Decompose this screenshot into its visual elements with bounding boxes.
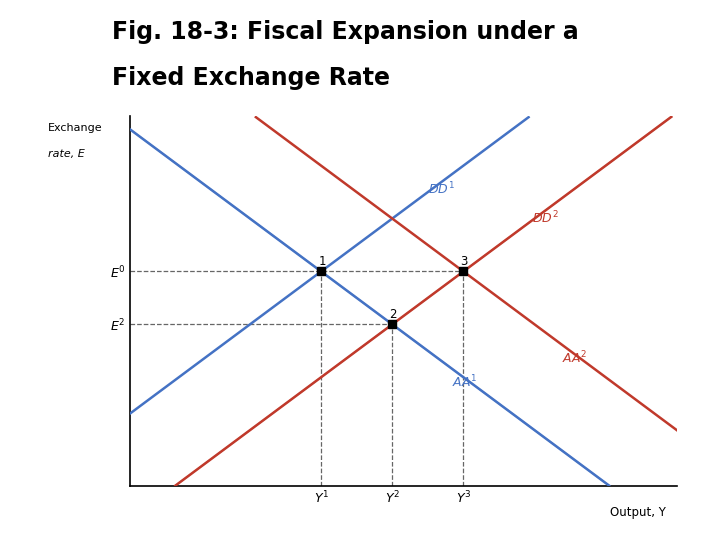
Text: rate, E: rate, E: [48, 150, 84, 159]
Text: 2: 2: [390, 308, 397, 321]
Text: $DD^1$: $DD^1$: [428, 181, 454, 198]
Text: 18-20: 18-20: [677, 520, 709, 530]
Text: Output, Y: Output, Y: [610, 507, 666, 519]
Text: $DD^2$: $DD^2$: [532, 210, 559, 226]
Text: $AA^2$: $AA^2$: [562, 349, 587, 366]
Text: Exchange: Exchange: [48, 124, 102, 133]
Text: 3: 3: [461, 255, 468, 268]
Text: $: $: [19, 23, 50, 66]
Text: Fig. 18-3: Fiscal Expansion under a: Fig. 18-3: Fiscal Expansion under a: [112, 20, 579, 44]
Text: Fixed Exchange Rate: Fixed Exchange Rate: [112, 66, 390, 90]
Text: $AA^1$: $AA^1$: [452, 374, 478, 390]
Text: Copyright ©2015 Pearson Education, Inc. All rights reserved.: Copyright ©2015 Pearson Education, Inc. …: [11, 520, 351, 530]
Text: 1: 1: [318, 255, 326, 268]
